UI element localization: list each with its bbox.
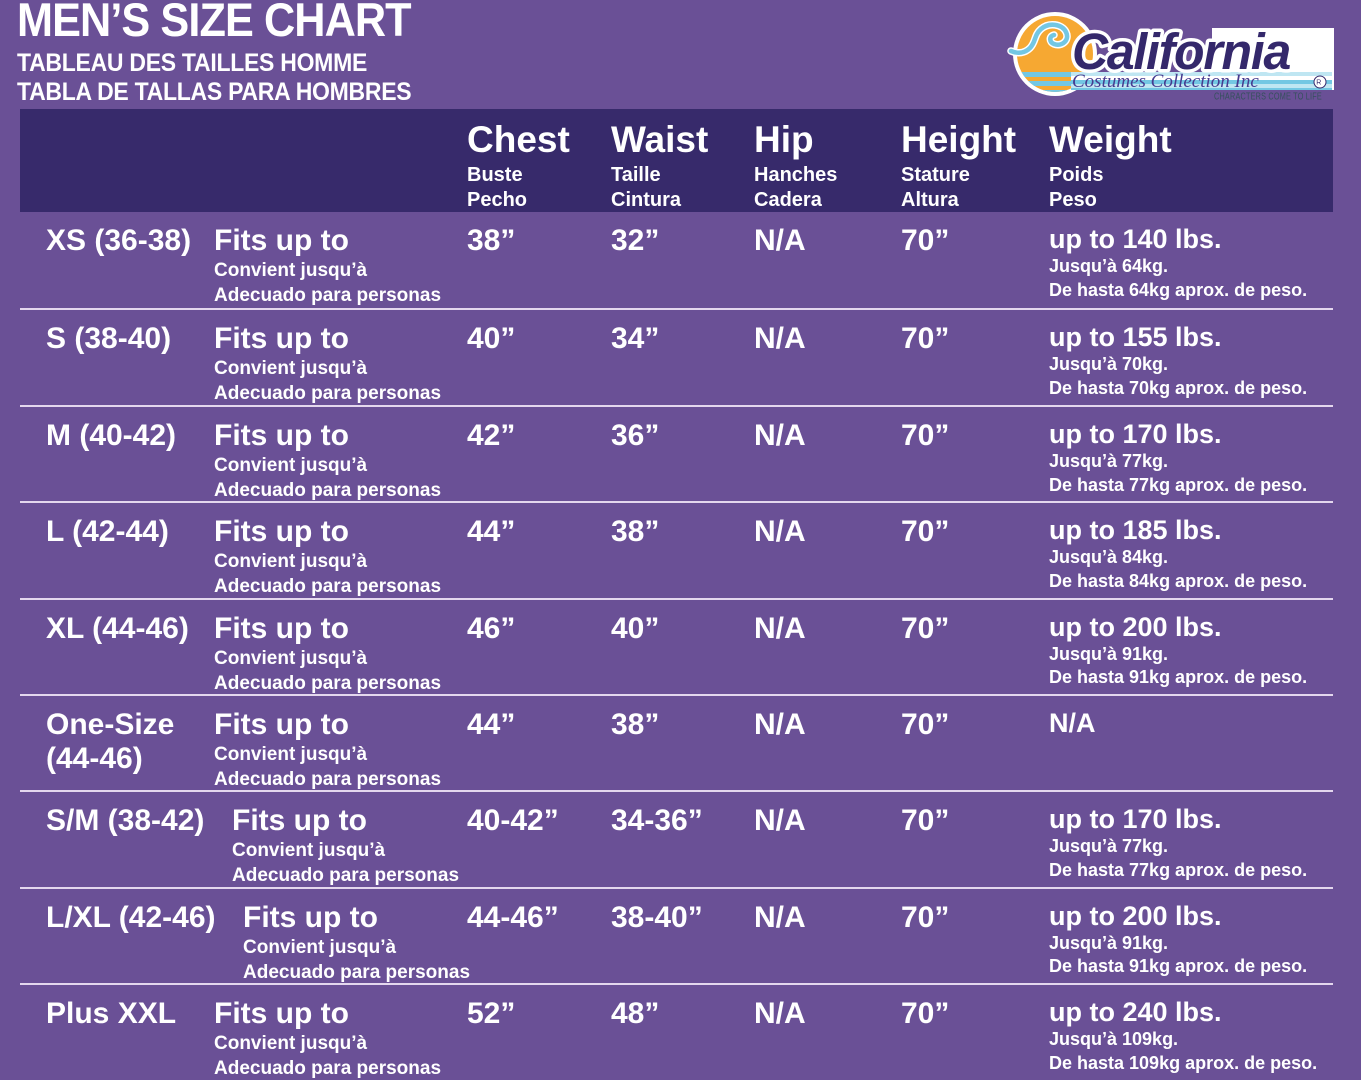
svg-text:CHARACTERS COME TO LIFE: CHARACTERS COME TO LIFE bbox=[1214, 92, 1322, 103]
svg-text:R: R bbox=[1316, 80, 1321, 87]
svg-text:Costumes Collection Inc: Costumes Collection Inc bbox=[1072, 71, 1259, 92]
